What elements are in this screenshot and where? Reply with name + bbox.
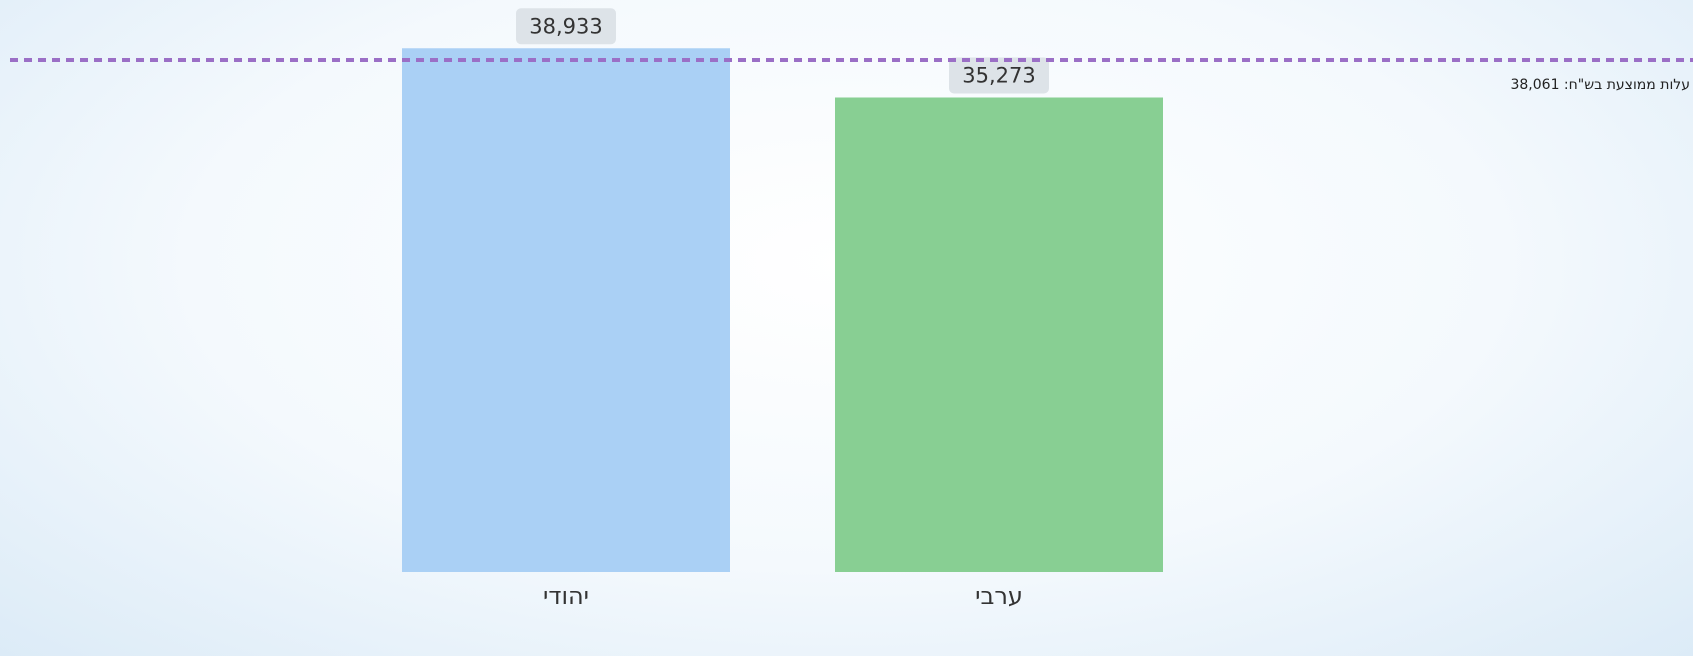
bar [402,48,730,573]
value-label: 35,273 [962,63,1035,87]
x-tick-label: יהודי [543,582,589,610]
bar [835,97,1163,572]
average-label: עלות ממוצעת בש"ח: 38,061 [1510,77,1690,93]
x-tick-label: ערבי [975,582,1023,610]
value-label: 38,933 [529,14,602,38]
value-label-box [516,8,616,45]
value-label-box [949,57,1049,94]
